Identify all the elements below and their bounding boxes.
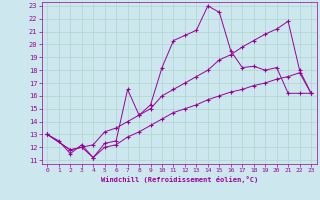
X-axis label: Windchill (Refroidissement éolien,°C): Windchill (Refroidissement éolien,°C) [100,176,258,183]
